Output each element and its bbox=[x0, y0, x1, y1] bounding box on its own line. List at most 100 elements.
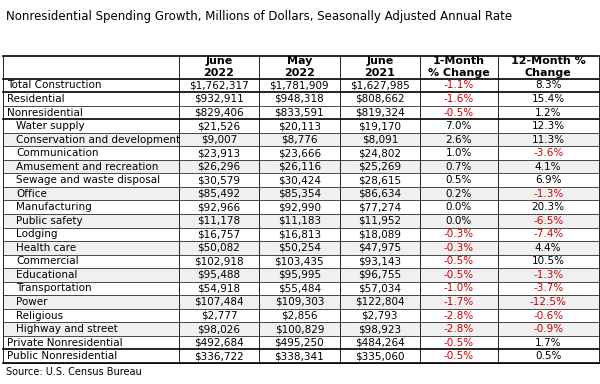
Bar bbox=[3, 214, 599, 228]
Text: $336,722: $336,722 bbox=[194, 351, 244, 361]
Text: $102,918: $102,918 bbox=[194, 257, 244, 266]
Text: $77,274: $77,274 bbox=[358, 202, 401, 212]
Text: Manufacturing: Manufacturing bbox=[16, 202, 92, 212]
Text: $23,666: $23,666 bbox=[278, 148, 321, 158]
Text: Nonresidential: Nonresidential bbox=[7, 108, 83, 118]
Text: $26,296: $26,296 bbox=[197, 162, 241, 172]
Text: 12.3%: 12.3% bbox=[532, 121, 565, 131]
Text: $2,777: $2,777 bbox=[201, 311, 237, 321]
Bar bbox=[3, 309, 599, 322]
Text: 0.2%: 0.2% bbox=[446, 189, 472, 199]
Text: $16,757: $16,757 bbox=[197, 229, 241, 239]
Text: Sewage and waste disposal: Sewage and waste disposal bbox=[16, 175, 160, 185]
Text: 15.4%: 15.4% bbox=[532, 94, 565, 104]
Text: 4.4%: 4.4% bbox=[535, 243, 562, 253]
Bar bbox=[3, 133, 599, 146]
Text: 1.0%: 1.0% bbox=[446, 148, 472, 158]
Bar bbox=[3, 322, 599, 336]
Text: $11,952: $11,952 bbox=[358, 216, 401, 226]
Text: $107,484: $107,484 bbox=[194, 297, 244, 307]
Text: Educational: Educational bbox=[16, 270, 77, 280]
Text: $30,579: $30,579 bbox=[197, 175, 241, 185]
Text: 1.2%: 1.2% bbox=[535, 108, 562, 118]
Text: $819,324: $819,324 bbox=[355, 108, 405, 118]
Text: -1.1%: -1.1% bbox=[443, 81, 474, 91]
Text: $92,966: $92,966 bbox=[197, 202, 241, 212]
Bar bbox=[3, 92, 599, 106]
Text: Highway and street: Highway and street bbox=[16, 324, 118, 334]
Text: $95,488: $95,488 bbox=[197, 270, 241, 280]
Text: $338,341: $338,341 bbox=[275, 351, 324, 361]
Bar bbox=[3, 119, 599, 133]
Bar bbox=[3, 228, 599, 241]
Bar bbox=[3, 79, 599, 92]
Text: $1,627,985: $1,627,985 bbox=[350, 81, 410, 91]
Text: -1.7%: -1.7% bbox=[443, 297, 474, 307]
Text: $948,318: $948,318 bbox=[275, 94, 324, 104]
Text: $57,034: $57,034 bbox=[358, 283, 401, 293]
Bar bbox=[3, 282, 599, 295]
Text: -0.5%: -0.5% bbox=[444, 270, 474, 280]
Text: $109,303: $109,303 bbox=[275, 297, 324, 307]
Bar bbox=[3, 336, 599, 349]
Text: 6.9%: 6.9% bbox=[535, 175, 562, 185]
Text: 10.5%: 10.5% bbox=[532, 257, 565, 266]
Text: June
2021: June 2021 bbox=[364, 56, 395, 78]
Text: $96,755: $96,755 bbox=[358, 270, 401, 280]
Text: $20,113: $20,113 bbox=[278, 121, 321, 131]
Text: 0.0%: 0.0% bbox=[446, 216, 472, 226]
Text: $11,178: $11,178 bbox=[197, 216, 241, 226]
Text: -3.6%: -3.6% bbox=[533, 148, 563, 158]
Text: $50,254: $50,254 bbox=[278, 243, 321, 253]
Text: 11.3%: 11.3% bbox=[532, 134, 565, 145]
Text: -6.5%: -6.5% bbox=[533, 216, 563, 226]
Text: $92,990: $92,990 bbox=[278, 202, 321, 212]
Text: 2.6%: 2.6% bbox=[446, 134, 472, 145]
Text: $24,802: $24,802 bbox=[358, 148, 401, 158]
Text: -1.3%: -1.3% bbox=[533, 270, 563, 280]
Text: 20.3%: 20.3% bbox=[532, 202, 565, 212]
Text: June
2022: June 2022 bbox=[203, 56, 235, 78]
Text: $28,615: $28,615 bbox=[358, 175, 401, 185]
Text: $55,484: $55,484 bbox=[278, 283, 321, 293]
Text: $122,804: $122,804 bbox=[355, 297, 404, 307]
Text: 12-Month %
Change: 12-Month % Change bbox=[511, 56, 586, 78]
Text: $85,492: $85,492 bbox=[197, 189, 241, 199]
Bar bbox=[3, 200, 599, 214]
Text: Public safety: Public safety bbox=[16, 216, 83, 226]
Text: $30,424: $30,424 bbox=[278, 175, 321, 185]
Text: Religious: Religious bbox=[16, 311, 64, 321]
Text: $98,026: $98,026 bbox=[197, 324, 241, 334]
Text: 1-Month
% Change: 1-Month % Change bbox=[428, 56, 490, 78]
Text: $85,354: $85,354 bbox=[278, 189, 321, 199]
Text: $495,250: $495,250 bbox=[275, 338, 324, 348]
Text: $93,143: $93,143 bbox=[358, 257, 401, 266]
Text: Power: Power bbox=[16, 297, 48, 307]
Text: $98,923: $98,923 bbox=[358, 324, 401, 334]
Text: Water supply: Water supply bbox=[16, 121, 85, 131]
Text: Lodging: Lodging bbox=[16, 229, 58, 239]
Bar bbox=[3, 56, 599, 79]
Text: $26,116: $26,116 bbox=[278, 162, 321, 172]
Text: $8,091: $8,091 bbox=[362, 134, 398, 145]
Text: Nonresidential Spending Growth, Millions of Dollars, Seasonally Adjusted Annual : Nonresidential Spending Growth, Millions… bbox=[6, 10, 512, 23]
Text: $23,913: $23,913 bbox=[197, 148, 241, 158]
Text: $1,781,909: $1,781,909 bbox=[269, 81, 329, 91]
Text: $103,435: $103,435 bbox=[275, 257, 324, 266]
Text: $484,264: $484,264 bbox=[355, 338, 405, 348]
Text: $54,918: $54,918 bbox=[197, 283, 241, 293]
Bar bbox=[3, 255, 599, 268]
Text: Public Nonresidential: Public Nonresidential bbox=[7, 351, 118, 361]
Text: $1,762,317: $1,762,317 bbox=[189, 81, 249, 91]
Text: Residential: Residential bbox=[7, 94, 65, 104]
Text: $829,406: $829,406 bbox=[194, 108, 244, 118]
Text: $95,995: $95,995 bbox=[278, 270, 321, 280]
Text: -1.3%: -1.3% bbox=[533, 189, 563, 199]
Text: $19,170: $19,170 bbox=[358, 121, 401, 131]
Text: 8.3%: 8.3% bbox=[535, 81, 562, 91]
Text: -0.5%: -0.5% bbox=[444, 338, 474, 348]
Bar bbox=[3, 160, 599, 174]
Text: 7.0%: 7.0% bbox=[446, 121, 472, 131]
Bar bbox=[3, 187, 599, 200]
Text: Conservation and development: Conservation and development bbox=[16, 134, 181, 145]
